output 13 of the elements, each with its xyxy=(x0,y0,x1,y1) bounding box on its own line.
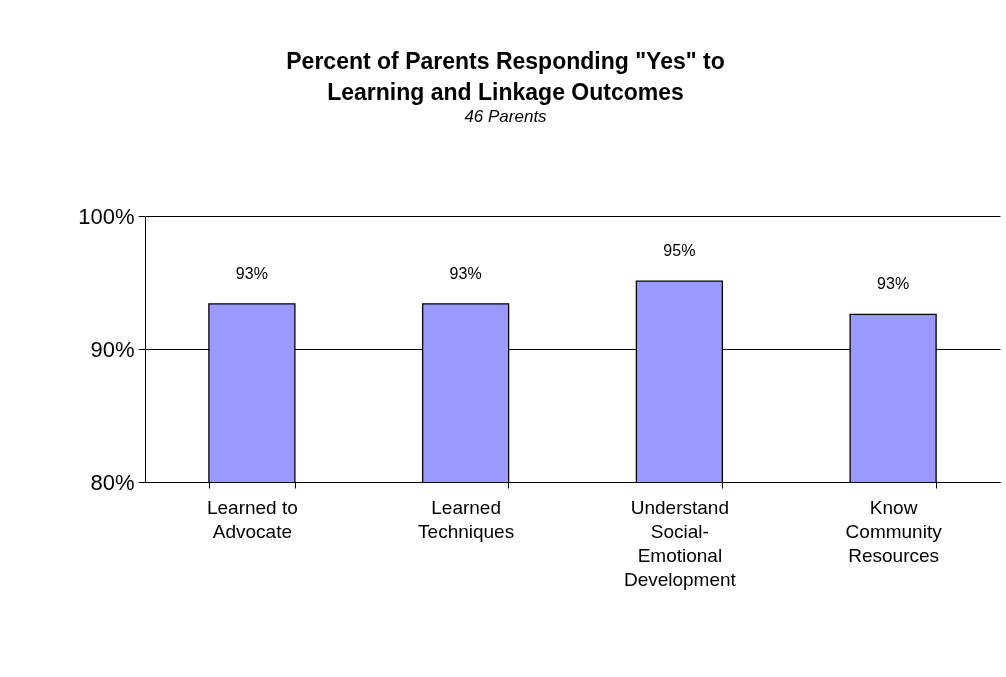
x-tick-label: Know Community Resources xyxy=(845,496,943,566)
y-tick-label: 100% xyxy=(78,203,135,229)
y-tick-label: 80% xyxy=(90,469,135,495)
data-label: 93% xyxy=(449,264,482,282)
x-tick-label: Learned Techniques xyxy=(418,496,515,542)
chart-subtitle: 46 Parents xyxy=(464,107,548,126)
data-label: 93% xyxy=(235,264,268,282)
chart-title: Percent of Parents Responding "Yes" to Learning and Linkage Outcomes xyxy=(286,48,725,105)
x-tick-label: Understand Social-Emotional Development xyxy=(623,496,737,590)
data-label: 95% xyxy=(663,242,696,260)
x-tick-label: Learned to Advocate xyxy=(206,496,298,542)
y-tick-label: 90% xyxy=(90,336,135,362)
data-label: 93% xyxy=(877,275,910,293)
